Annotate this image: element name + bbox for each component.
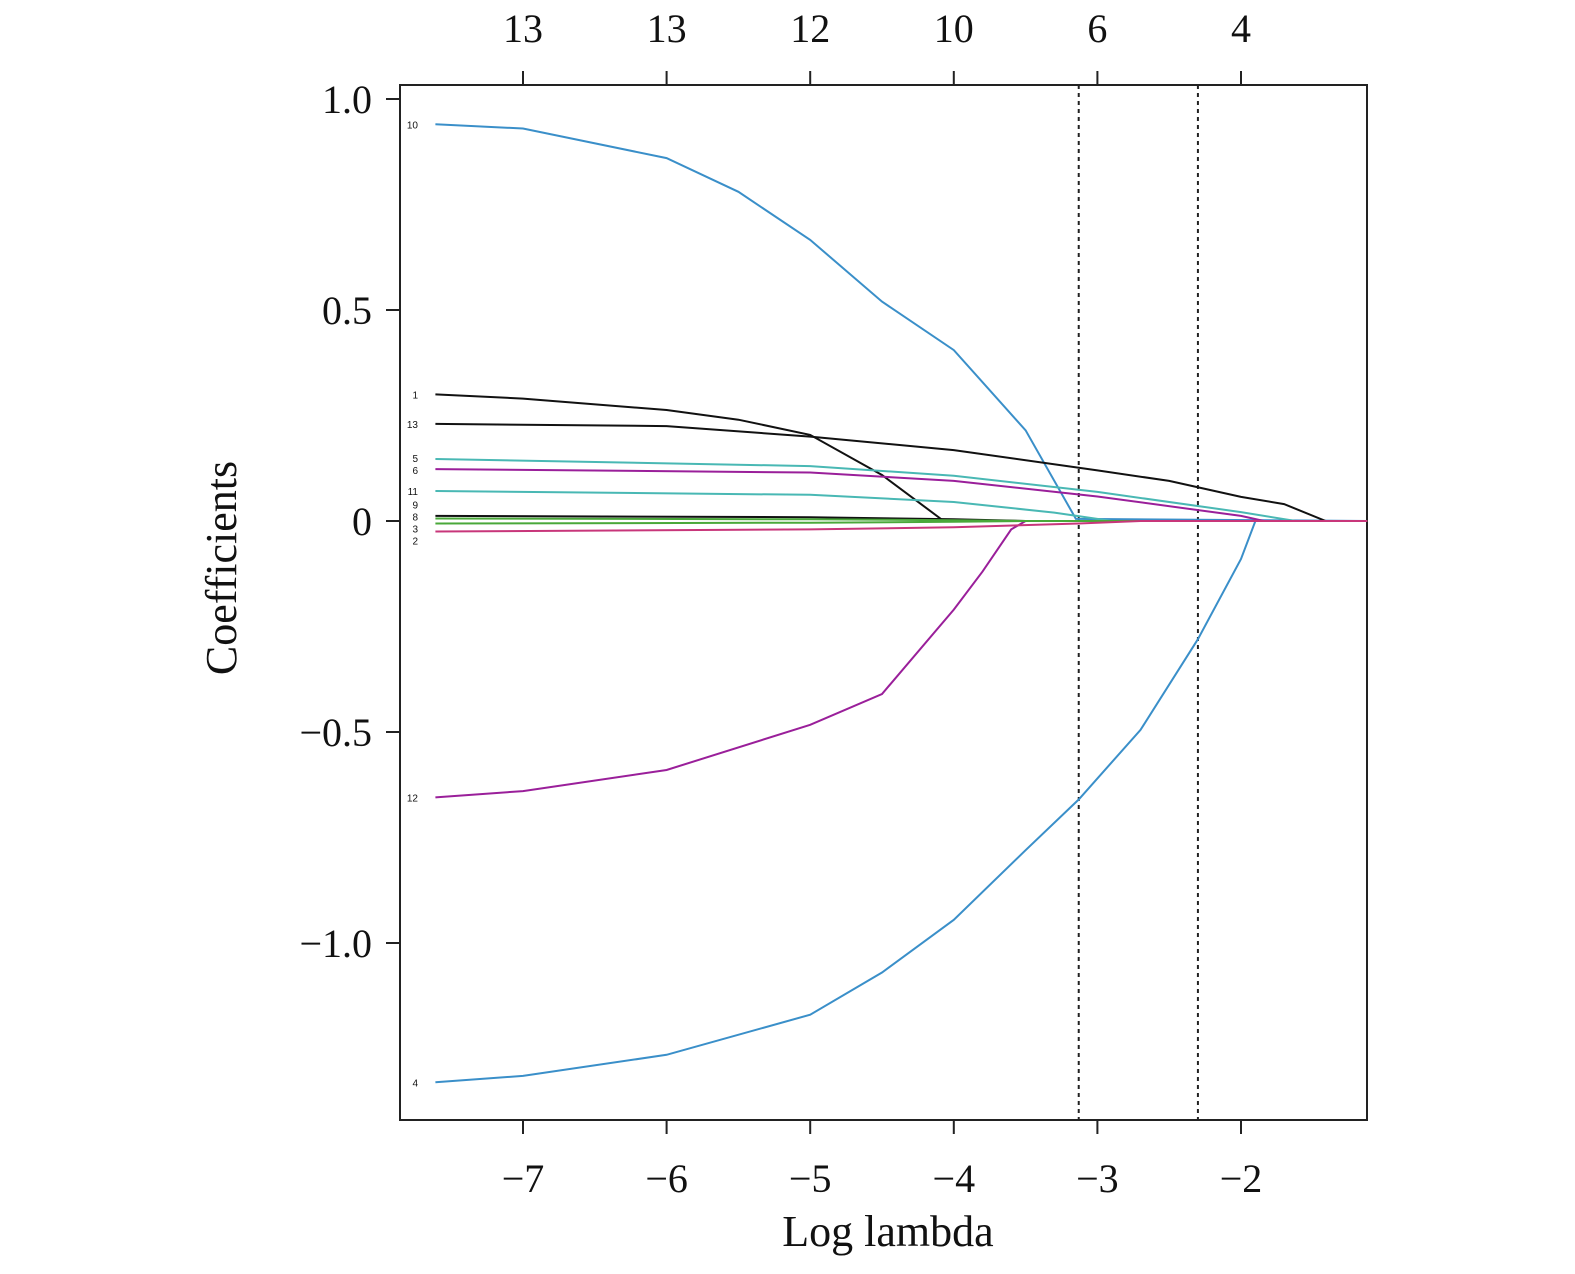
series-label-1: 1 xyxy=(412,390,418,401)
x-tick-label: −3 xyxy=(1076,1156,1119,1201)
x-tick-label: −5 xyxy=(789,1156,832,1201)
series-label-3: 3 xyxy=(412,524,418,535)
x-tick-label: −2 xyxy=(1220,1156,1263,1201)
x-axis-label: Log lambda xyxy=(782,1207,993,1256)
x-tick-label: −6 xyxy=(645,1156,688,1201)
x-tick-label: −4 xyxy=(933,1156,976,1201)
coef-path-13 xyxy=(435,422,1368,522)
top-tick-label: 4 xyxy=(1231,6,1251,51)
series-label-11: 11 xyxy=(408,487,419,498)
top-tick-label: 10 xyxy=(934,6,974,51)
coef-path-1 xyxy=(435,393,1368,522)
series-label-10: 10 xyxy=(407,120,419,131)
y-tick-label: 1.0 xyxy=(322,77,372,122)
series-label-8: 8 xyxy=(412,512,418,523)
y-tick-label: −1.0 xyxy=(299,921,372,966)
y-axis-label: Coefficients xyxy=(197,461,246,675)
coef-path-2 xyxy=(435,520,1368,533)
top-tick-label: 13 xyxy=(647,6,687,51)
coef-path-10 xyxy=(435,123,1368,522)
x-tick-label: −7 xyxy=(502,1156,545,1201)
series-label-6: 6 xyxy=(412,466,418,477)
series-label-12: 12 xyxy=(407,793,419,804)
top-tick-label: 13 xyxy=(503,6,543,51)
series-label-5: 5 xyxy=(412,454,418,465)
coef-path-12 xyxy=(435,520,1368,799)
coef-path-4 xyxy=(435,520,1368,1084)
series-label-9: 9 xyxy=(412,500,418,511)
y-tick-label: 0.5 xyxy=(322,288,372,333)
series-label-2: 2 xyxy=(412,536,418,547)
coef-path-6 xyxy=(435,468,1368,522)
plot-frame xyxy=(399,84,1368,1121)
y-tick-label: 0 xyxy=(352,499,372,544)
y-tick-label: −0.5 xyxy=(299,710,372,755)
top-tick-label: 12 xyxy=(790,6,830,51)
series-label-13: 13 xyxy=(407,420,419,431)
top-tick-label: 6 xyxy=(1087,6,1107,51)
series-label-4: 4 xyxy=(412,1078,418,1089)
